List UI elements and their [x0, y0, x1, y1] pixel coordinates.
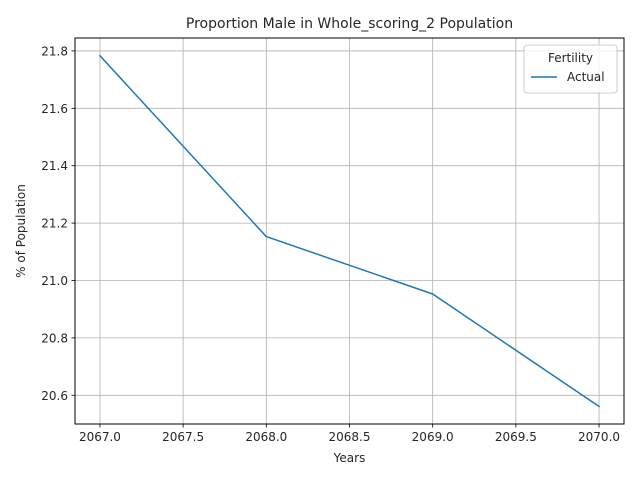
y-tick-label: 21.0 [41, 274, 68, 288]
y-tick-label: 21.6 [41, 102, 68, 116]
grid [75, 38, 624, 424]
x-axis-title: Years [333, 451, 366, 465]
series-group [98, 54, 601, 408]
legend-label-actual: Actual [567, 70, 605, 84]
y-tick-label: 21.8 [41, 44, 68, 58]
y-tick-label: 20.6 [41, 389, 68, 403]
x-tick-label: 2069.5 [495, 430, 537, 444]
x-tick-label: 2067.5 [162, 430, 204, 444]
x-tick-label: 2068.5 [329, 430, 371, 444]
legend-box [523, 44, 618, 94]
y-tick-label: 20.8 [41, 331, 68, 345]
y-axis-title: % of Population [14, 184, 28, 278]
x-tick-label: 2068.0 [245, 430, 287, 444]
legend: Fertility Actual [523, 44, 618, 94]
y-tick-label: 21.4 [41, 159, 68, 173]
legend-title: Fertility [548, 51, 593, 65]
x-axis: 2067.0 2067.5 2068.0 2068.5 2069.0 2069.5 2070… [79, 424, 620, 444]
y-axis: 20.6 20.8 21.0 21.2 21.4 21.6 21.8 [41, 44, 75, 403]
series-line-actual [98, 54, 601, 408]
chart-title: Proportion Male in Whole_scoring_2 Popul… [186, 16, 513, 32]
x-tick-label: 2069.0 [412, 430, 454, 444]
y-tick-label: 21.2 [41, 217, 68, 231]
x-tick-label: 2067.0 [79, 430, 121, 444]
x-tick-label: 2070.0 [578, 430, 620, 444]
